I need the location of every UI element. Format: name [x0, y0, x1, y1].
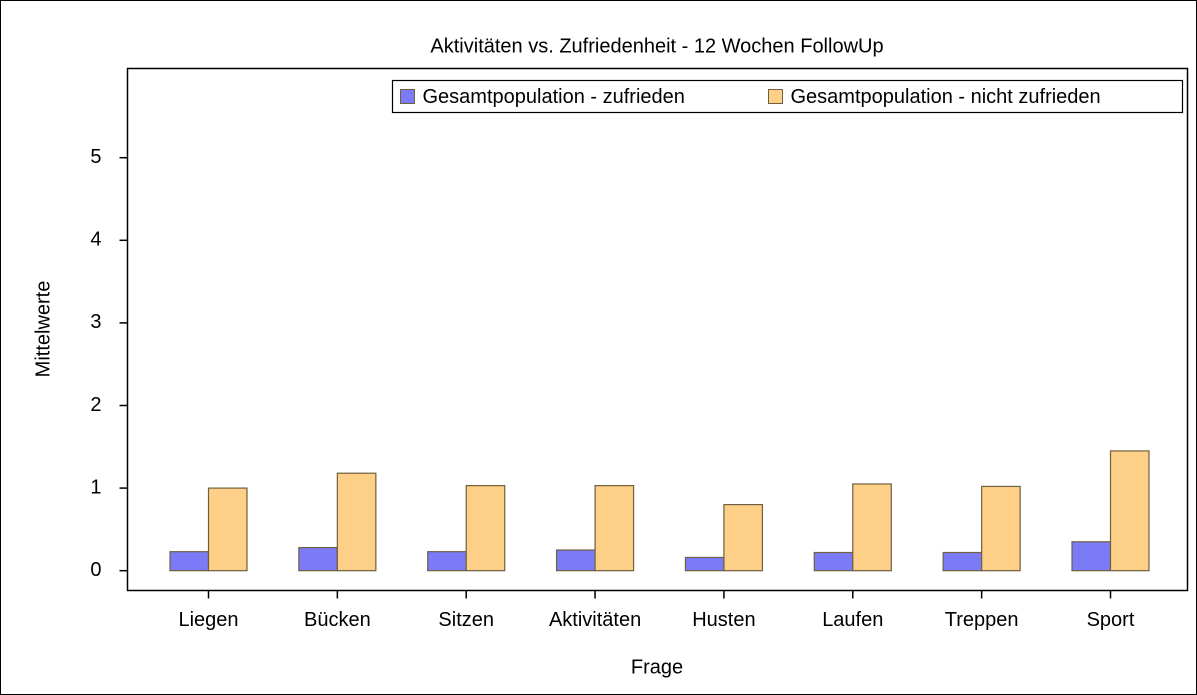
- x-tick-label: Bücken: [304, 609, 371, 631]
- bar: [336, 472, 377, 572]
- bar: [684, 556, 725, 572]
- bar: [852, 483, 892, 572]
- bar: [942, 551, 983, 572]
- x-tick-label: Husten: [692, 609, 755, 631]
- bar: [813, 551, 854, 572]
- x-tick-label: Sitzen: [438, 609, 494, 631]
- x-axis-label: Frage: [631, 656, 683, 678]
- x-tick-label: Laufen: [822, 609, 883, 631]
- bar: [427, 551, 467, 572]
- bar: [594, 485, 635, 572]
- bar: [1109, 450, 1150, 572]
- legend-swatch: [768, 89, 783, 104]
- bar: [465, 485, 506, 572]
- legend-box: [391, 79, 1184, 114]
- bar: [207, 487, 248, 572]
- bar: [298, 546, 338, 572]
- x-tick-label: Aktivitäten: [549, 609, 641, 631]
- bar: [723, 504, 764, 572]
- x-tick-label: Liegen: [178, 609, 238, 631]
- y-tick-label: 3: [90, 311, 101, 333]
- x-tick-label: Treppen: [945, 609, 1019, 631]
- bar: [1071, 541, 1112, 572]
- y-tick-label: 4: [90, 229, 101, 251]
- y-tick-label: 0: [90, 559, 101, 581]
- bar: [981, 485, 1021, 572]
- x-tick-label: Sport: [1087, 609, 1135, 631]
- plot-area: [126, 67, 1189, 592]
- bar: [169, 551, 210, 572]
- bar: [555, 549, 596, 572]
- chart-title: Aktivitäten vs. Zufriedenheit - 12 Woche…: [430, 35, 883, 57]
- y-tick-label: 1: [90, 476, 101, 498]
- legend-label: Gesamtpopulation - zufrieden: [423, 86, 685, 108]
- y-tick-label: 2: [90, 394, 101, 416]
- y-axis-label: Mittelwerte: [32, 281, 54, 378]
- legend-label: Gesamtpopulation - nicht zufrieden: [791, 86, 1101, 108]
- y-tick-label: 5: [90, 146, 101, 168]
- legend-swatch: [400, 89, 415, 104]
